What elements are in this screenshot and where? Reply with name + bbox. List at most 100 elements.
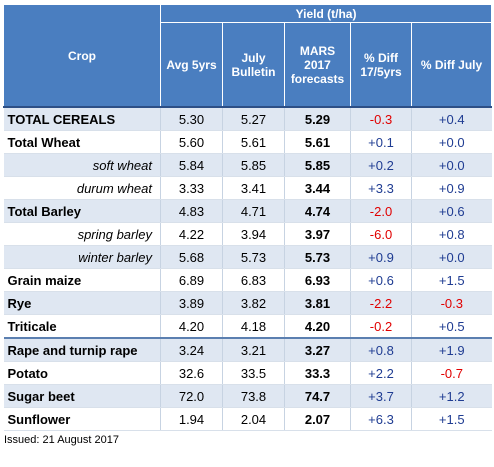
diff-july-value: +0.0 [410,153,492,177]
table-row: Total Wheat 5.60 5.61 5.61 +0.1 +0.0 [3,130,492,154]
header-avg-5yrs: Avg 5yrs [160,22,223,108]
diff-july-value: +0.0 [410,130,492,154]
mars-forecast-value: 5.85 [284,153,351,177]
header-diff-july: % Diff July [410,22,493,108]
diff-5yrs-value: +0.1 [350,130,412,154]
avg-5yrs-value: 3.24 [160,337,223,362]
diff-july-value: +1.5 [410,407,492,431]
mars-forecast-value: 74.7 [284,384,351,408]
table-row: Rape and turnip rape 3.24 3.21 3.27 +0.8… [3,337,492,362]
diff-5yrs-value: +2.2 [350,361,412,385]
diff-july-value: +1.2 [410,384,492,408]
july-bulletin-value: 3.41 [222,176,285,200]
diff-july-value: +0.0 [410,245,492,269]
issued-date-note: Issued: 21 August 2017 [4,434,119,446]
july-bulletin-value: 5.85 [222,153,285,177]
mars-forecast-value: 2.07 [284,407,351,431]
july-bulletin-value: 33.5 [222,361,285,385]
diff-july-value: +0.6 [410,199,492,223]
table-header: Crop Yield (t/ha) Avg 5yrs July Bulletin… [3,4,493,108]
diff-5yrs-value: +6.3 [350,407,412,431]
july-bulletin-value: 4.71 [222,199,285,223]
avg-5yrs-value: 5.30 [160,106,223,131]
mars-forecast-value: 5.61 [284,130,351,154]
diff-july-value: +1.5 [410,268,492,292]
crop-name: Total Barley [3,199,161,223]
mars-forecast-value: 3.44 [284,176,351,200]
diff-5yrs-value: +0.2 [350,153,412,177]
mars-forecast-value: 3.81 [284,291,351,315]
avg-5yrs-value: 3.33 [160,176,223,200]
july-bulletin-value: 5.61 [222,130,285,154]
crop-name: spring barley [3,222,161,246]
july-bulletin-value: 5.73 [222,245,285,269]
crop-name: Grain maize [3,268,161,292]
yield-table-container: Crop Yield (t/ha) Avg 5yrs July Bulletin… [3,4,493,446]
crop-name: Sugar beet [3,384,161,408]
mars-forecast-value: 3.27 [284,337,351,362]
avg-5yrs-value: 6.89 [160,268,223,292]
diff-5yrs-value: -0.3 [350,106,412,131]
mars-forecast-value: 5.73 [284,245,351,269]
avg-5yrs-value: 5.60 [160,130,223,154]
diff-july-value: -0.3 [410,291,492,315]
diff-5yrs-value: +3.7 [350,384,412,408]
crop-name: durum wheat [3,176,161,200]
diff-july-value: +0.5 [410,314,492,339]
header-july-bulletin: July Bulletin [222,22,285,108]
crop-name: TOTAL CEREALS [3,106,161,131]
july-bulletin-value: 3.82 [222,291,285,315]
table-row: Sunflower 1.94 2.04 2.07 +6.3 +1.5 [3,407,492,431]
diff-5yrs-value: -6.0 [350,222,412,246]
mars-forecast-value: 4.74 [284,199,351,223]
avg-5yrs-value: 4.83 [160,199,223,223]
table-row: spring barley 4.22 3.94 3.97 -6.0 +0.8 [3,222,492,246]
table-row: TOTAL CEREALS 5.30 5.27 5.29 -0.3 +0.4 [3,106,492,131]
header-diff-5yrs: % Diff 17/5yrs [350,22,412,108]
table-row: Total Barley 4.83 4.71 4.74 -2.0 +0.6 [3,199,492,223]
avg-5yrs-value: 3.89 [160,291,223,315]
diff-july-value: +0.8 [410,222,492,246]
header-crop: Crop [3,4,161,108]
table-row: Potato 32.6 33.5 33.3 +2.2 -0.7 [3,361,492,385]
header-mars-forecasts: MARS 2017 forecasts [284,22,351,108]
diff-july-value: +1.9 [410,337,492,362]
table-row: durum wheat 3.33 3.41 3.44 +3.3 +0.9 [3,176,492,200]
diff-5yrs-value: +0.9 [350,245,412,269]
avg-5yrs-value: 5.84 [160,153,223,177]
july-bulletin-value: 3.21 [222,337,285,362]
crop-name: Triticale [3,314,161,339]
july-bulletin-value: 6.83 [222,268,285,292]
crop-name: Total Wheat [3,130,161,154]
crop-name: Rye [3,291,161,315]
table-row: Sugar beet 72.0 73.8 74.7 +3.7 +1.2 [3,384,492,408]
table-row: winter barley 5.68 5.73 5.73 +0.9 +0.0 [3,245,492,269]
crop-name: Sunflower [3,407,161,431]
avg-5yrs-value: 5.68 [160,245,223,269]
mars-forecast-value: 4.20 [284,314,351,339]
diff-5yrs-value: -0.2 [350,314,412,339]
diff-5yrs-value: +3.3 [350,176,412,200]
crop-name: winter barley [3,245,161,269]
mars-forecast-value: 5.29 [284,106,351,131]
table-row: soft wheat 5.84 5.85 5.85 +0.2 +0.0 [3,153,492,177]
yield-table: Crop Yield (t/ha) Avg 5yrs July Bulletin… [3,4,493,431]
diff-5yrs-value: +0.6 [350,268,412,292]
crop-name: soft wheat [3,153,161,177]
mars-forecast-value: 6.93 [284,268,351,292]
header-yield-group: Yield (t/ha) [159,4,493,23]
mars-forecast-value: 3.97 [284,222,351,246]
table-body: TOTAL CEREALS 5.30 5.27 5.29 -0.3 +0.4 T… [3,106,492,431]
avg-5yrs-value: 72.0 [160,384,223,408]
crop-name: Potato [3,361,161,385]
table-row: Triticale 4.20 4.18 4.20 -0.2 +0.5 [3,314,492,339]
diff-july-value: +0.4 [410,106,492,131]
diff-july-value: +0.9 [410,176,492,200]
avg-5yrs-value: 4.20 [160,314,223,339]
crop-name: Rape and turnip rape [3,337,161,362]
avg-5yrs-value: 4.22 [160,222,223,246]
july-bulletin-value: 5.27 [222,106,285,131]
diff-5yrs-value: -2.2 [350,291,412,315]
july-bulletin-value: 3.94 [222,222,285,246]
avg-5yrs-value: 32.6 [160,361,223,385]
